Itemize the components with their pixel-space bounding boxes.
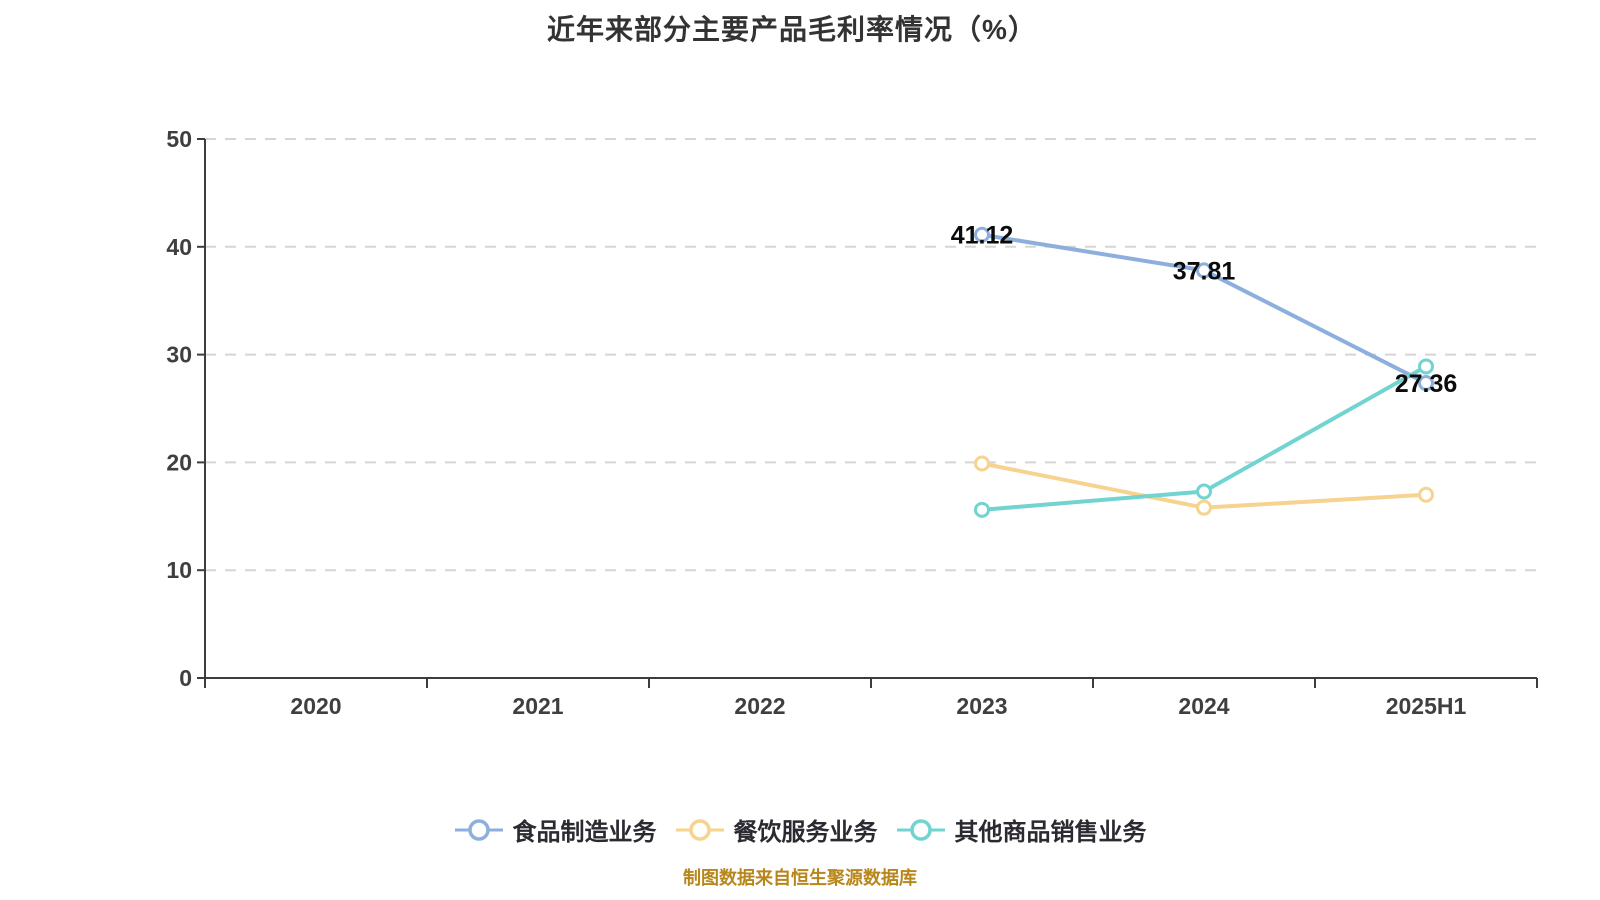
line-marker-icon	[454, 818, 503, 841]
data-point-1	[1196, 499, 1212, 516]
x-tick-label: 2023	[956, 693, 1007, 719]
legend-item-other-goods-sales[interactable]: 其他商品销售业务	[896, 812, 1147, 847]
x-tick-label: 2021	[512, 693, 563, 719]
data-label-0: 41.12	[951, 222, 1014, 250]
x-tick-label: 2024	[1178, 693, 1229, 719]
data-point-2	[1196, 483, 1212, 500]
data-point-0	[1418, 375, 1434, 392]
y-tick-label: 0	[179, 665, 192, 691]
data-point-0	[1196, 262, 1212, 279]
x-tick-label: 2022	[734, 693, 785, 719]
x-tick-label: 2020	[290, 693, 341, 719]
line-marker-icon	[675, 818, 724, 841]
data-point-1	[1418, 486, 1434, 503]
legend: 食品制造业务 餐饮服务业务 其他商品销售业务	[0, 812, 1600, 847]
x-tick-label: 2025H1	[1386, 693, 1467, 719]
data-source-caption: 制图数据来自恒生聚源数据库	[683, 868, 917, 888]
data-label-0: 37.81	[1173, 257, 1236, 285]
line-marker-icon	[896, 818, 945, 841]
data-label-0: 27.36	[1395, 370, 1458, 398]
legend-item-catering-service[interactable]: 餐饮服务业务	[675, 812, 878, 847]
y-tick-label: 40	[166, 234, 192, 260]
legend-item-label: 食品制造业务	[512, 819, 657, 846]
legend-item-label: 其他商品销售业务	[954, 819, 1147, 846]
line-chart-canvas: 0 10 20 30 40 50 2020 2021 2022 2023 2024 2025H1 41.…	[166, 126, 1538, 719]
data-point-2	[1418, 358, 1434, 375]
legend-item-food-manufacturing[interactable]: 食品制造业务	[454, 812, 657, 847]
data-point-1	[974, 455, 990, 472]
y-tick-label: 50	[166, 126, 192, 152]
y-tick-label: 30	[166, 342, 192, 368]
legend-item-label: 餐饮服务业务	[733, 819, 878, 846]
y-tick-label: 20	[166, 449, 192, 475]
data-point-2	[974, 501, 990, 518]
y-tick-label: 10	[166, 557, 192, 583]
data-point-0	[974, 226, 990, 243]
chart-title: 近年来部分主要产品毛利率情况（%）	[547, 14, 1037, 45]
